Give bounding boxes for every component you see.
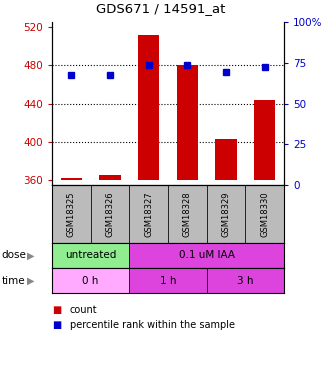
Bar: [129, 185, 168, 243]
Text: GSM18325: GSM18325: [67, 191, 76, 237]
Bar: [168, 185, 207, 243]
Text: GSM18329: GSM18329: [221, 191, 230, 237]
Text: 0.1 uM IAA: 0.1 uM IAA: [179, 251, 235, 261]
Text: percentile rank within the sample: percentile rank within the sample: [70, 320, 235, 330]
Text: ▶: ▶: [27, 251, 35, 261]
Bar: [207, 185, 245, 243]
Text: GSM18326: GSM18326: [106, 191, 115, 237]
Text: ▶: ▶: [27, 276, 35, 285]
Text: ■: ■: [52, 320, 61, 330]
Text: 0 h: 0 h: [82, 276, 99, 285]
Bar: [138, 35, 159, 180]
Bar: [215, 139, 237, 180]
Text: time: time: [2, 276, 25, 285]
Text: dose: dose: [2, 251, 26, 261]
Bar: [207, 268, 284, 293]
Bar: [61, 178, 82, 180]
Bar: [52, 243, 129, 268]
Bar: [177, 65, 198, 180]
Bar: [245, 185, 284, 243]
Bar: [52, 185, 91, 243]
Bar: [100, 176, 121, 180]
Bar: [91, 185, 129, 243]
Text: 1 h: 1 h: [160, 276, 176, 285]
Text: ■: ■: [52, 305, 61, 315]
Text: GSM18328: GSM18328: [183, 191, 192, 237]
Text: 3 h: 3 h: [237, 276, 254, 285]
Bar: [129, 243, 284, 268]
Text: untreated: untreated: [65, 251, 116, 261]
Text: GSM18330: GSM18330: [260, 191, 269, 237]
Text: GSM18327: GSM18327: [144, 191, 153, 237]
Bar: [254, 100, 275, 180]
Bar: [52, 268, 129, 293]
Bar: [129, 268, 207, 293]
Text: count: count: [70, 305, 97, 315]
Text: GDS671 / 14591_at: GDS671 / 14591_at: [96, 2, 225, 15]
